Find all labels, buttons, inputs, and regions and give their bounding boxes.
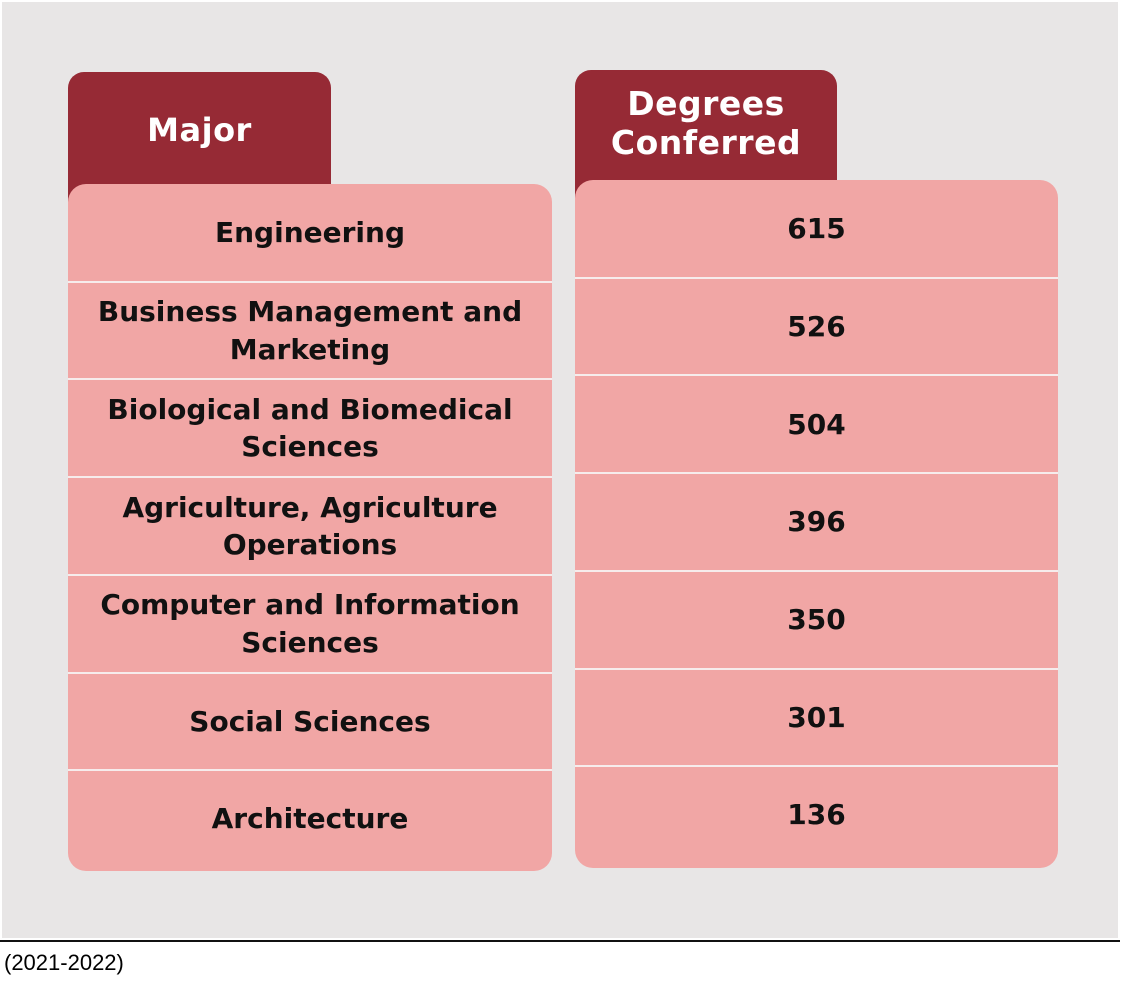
major-cell: Architecture: [211, 802, 409, 836]
row-divider: [68, 378, 552, 381]
degrees-cell: 396: [787, 505, 846, 539]
degrees-cell: 526: [787, 309, 846, 343]
row-divider: [575, 569, 1058, 572]
row-divider: [68, 769, 552, 772]
major-cell: Social Sciences: [189, 704, 431, 738]
degrees-cell: 136: [787, 798, 846, 832]
row-divider: [575, 276, 1058, 279]
major-column-header: Major: [68, 72, 331, 202]
major-cell: Agriculture, Agriculture Operations: [122, 490, 498, 561]
footnote-years: (2021-2022): [4, 950, 124, 975]
degrees-column: 615 526 504 396 350 301 136: [575, 180, 1058, 868]
footnote-divider: [0, 940, 1120, 942]
major-column: Engineering Business Management and Marke…: [68, 184, 552, 871]
row-divider: [68, 573, 552, 576]
degrees-cell: 350: [787, 603, 846, 637]
row-divider: [68, 671, 552, 674]
row-divider: [575, 765, 1058, 768]
major-cell: Biological and Biomedical Sciences: [107, 393, 513, 464]
infographic-canvas: Major Degrees Conferred Engineering Busin…: [2, 2, 1118, 938]
degrees-cell: 615: [787, 212, 846, 246]
row-divider: [575, 472, 1058, 475]
degrees-cell: 504: [787, 407, 846, 441]
major-cell: Engineering: [215, 216, 405, 250]
row-divider: [68, 476, 552, 479]
degrees-cell: 301: [787, 700, 846, 734]
row-divider: [68, 280, 552, 283]
major-cell: Computer and Information Sciences: [100, 588, 520, 659]
row-divider: [575, 667, 1058, 670]
degrees-column-header: Degrees Conferred: [575, 70, 837, 200]
major-cell: Business Management and Marketing: [97, 295, 523, 366]
row-divider: [575, 374, 1058, 377]
